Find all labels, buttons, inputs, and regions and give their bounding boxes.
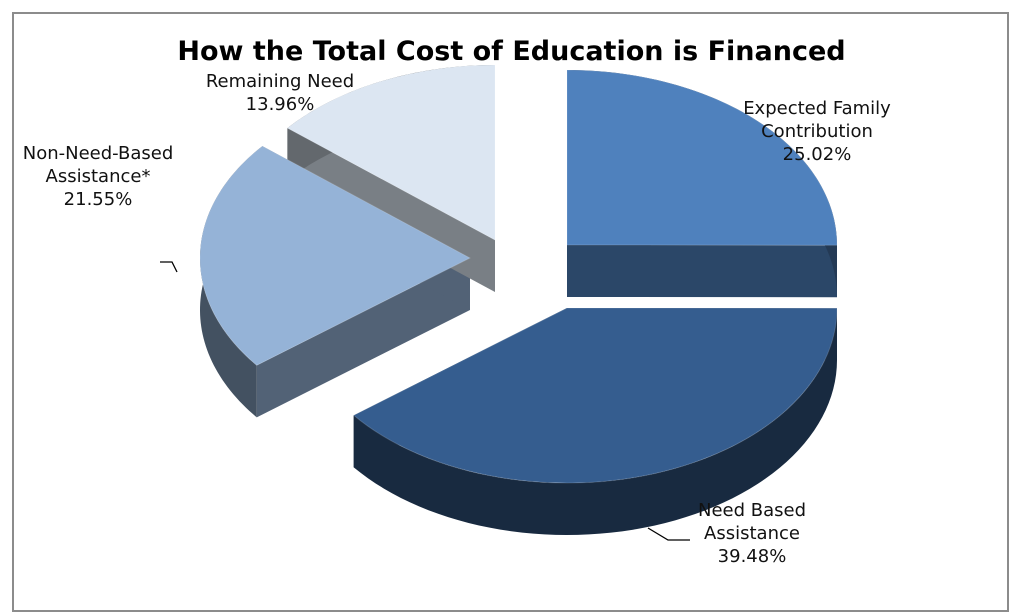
slice-value-label: 25.02%	[783, 144, 852, 165]
slice-value-label: 21.55%	[64, 189, 133, 210]
slice-value-label: 13.96%	[246, 94, 315, 115]
pie-slice	[352, 307, 838, 484]
leader-line	[160, 261, 178, 273]
pie-slice	[566, 69, 838, 246]
slice-label: Non-Need-Based Assistance* 21.55%	[23, 143, 174, 210]
slice-value-label: 39.48%	[718, 546, 787, 567]
leader-line	[647, 527, 690, 541]
slice-label: Expected Family Contribution 25.02%	[743, 98, 891, 165]
slice-name-label: Assistance*	[46, 166, 151, 187]
pie-slice	[286, 64, 496, 241]
slice-name-label: Remaining Need	[206, 71, 354, 92]
pie-slice	[199, 145, 472, 366]
slice-name-label: Expected Family	[743, 98, 891, 119]
slice-name-label: Need Based	[698, 500, 806, 521]
slice-name-label: Assistance	[704, 523, 800, 544]
slice-label: Remaining Need 13.96%	[206, 71, 354, 115]
chart-title: How the Total Cost of Education is Finan…	[177, 36, 846, 67]
slice-name-label: Non-Need-Based	[23, 143, 174, 164]
slice-label: Need Based Assistance 39.48%	[698, 500, 806, 567]
slice-name-label: Contribution	[761, 121, 873, 142]
